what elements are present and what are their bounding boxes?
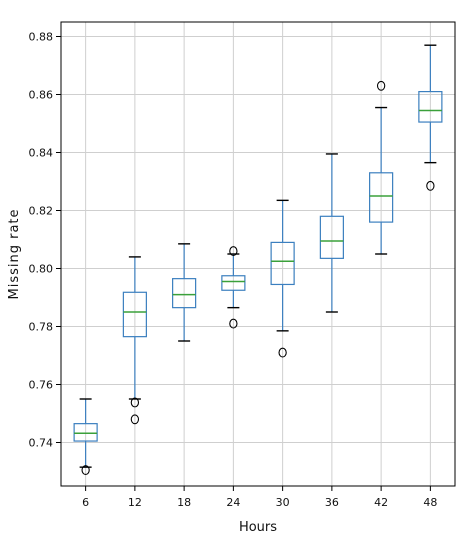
- y-axis-label: Missing rate: [7, 208, 22, 299]
- outlier-point: [130, 414, 140, 425]
- box-iqr: [270, 241, 295, 286]
- y-tick-label: 0.86: [29, 89, 54, 102]
- grid-layer: [61, 22, 455, 486]
- box-group-42: [369, 80, 394, 255]
- x-tick-label: 30: [276, 496, 290, 509]
- outlier-point: [426, 180, 435, 191]
- outlier-point: [229, 318, 238, 329]
- box-group-6: [73, 398, 98, 475]
- outlier-point: [130, 397, 140, 408]
- x-tick-label: 36: [325, 496, 339, 509]
- box-group-48: [418, 44, 443, 191]
- box-iqr: [73, 423, 98, 442]
- x-tick-label: 24: [226, 496, 240, 509]
- x-tick-label: 48: [423, 496, 437, 509]
- box-group-12: [122, 256, 147, 425]
- box-layer: [73, 44, 443, 475]
- box-group-30: [270, 199, 295, 358]
- box-iqr: [172, 278, 197, 309]
- x-axis-label: Hours: [239, 520, 277, 535]
- outlier-point: [376, 80, 386, 91]
- y-tick-label: 0.76: [29, 379, 54, 392]
- y-tick-label: 0.74: [29, 437, 54, 450]
- box-iqr: [418, 90, 443, 123]
- x-tick-label: 18: [177, 496, 191, 509]
- box-iqr: [122, 291, 147, 338]
- box-group-36: [319, 153, 344, 313]
- box-iqr: [369, 172, 394, 223]
- x-tick-label: 6: [82, 496, 89, 509]
- box-group-18: [172, 243, 197, 342]
- box-iqr: [221, 275, 246, 291]
- box-iqr: [319, 215, 344, 259]
- y-tick-label: 0.78: [29, 321, 54, 334]
- box-group-24: [221, 246, 246, 329]
- x-tick-label: 42: [374, 496, 388, 509]
- y-tick-label: 0.84: [29, 147, 54, 160]
- y-tick-label: 0.82: [29, 205, 54, 218]
- y-tick-label: 0.88: [29, 31, 54, 44]
- outlier-point: [278, 347, 287, 358]
- outlier-point: [81, 465, 90, 475]
- y-tick-label: 0.80: [29, 263, 54, 276]
- tick-layer: 0.74 0.76 0.78 0.80 0.82 0.84 0.86 0.88 6 12 18 24 3…: [29, 31, 438, 510]
- plot-area-frame: [60, 21, 456, 487]
- x-tick-label: 12: [128, 496, 142, 509]
- outlier-point: [229, 246, 238, 257]
